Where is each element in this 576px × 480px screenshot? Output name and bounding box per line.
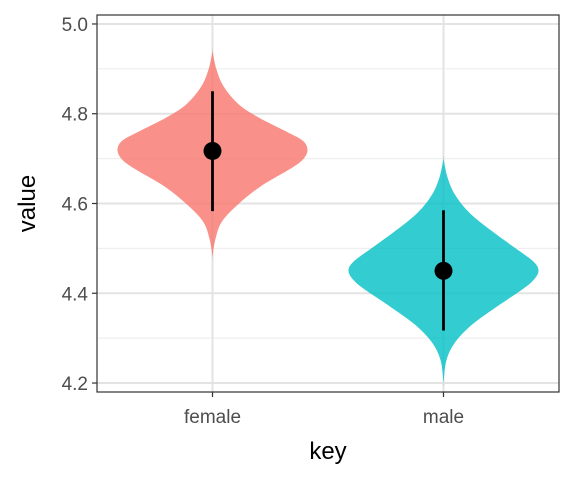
x-axis: female male xyxy=(184,392,464,428)
x-tick-label: male xyxy=(423,407,464,428)
y-tick-label: 5.0 xyxy=(62,15,88,36)
mean-points xyxy=(203,141,453,280)
y-tick-label: 4.6 xyxy=(62,195,88,216)
y-axis: 4.2 4.4 4.6 4.8 5.0 xyxy=(62,15,97,395)
y-axis-title: value xyxy=(14,175,41,232)
mean-point-male xyxy=(434,261,453,280)
mean-point-female xyxy=(203,141,222,160)
y-tick-label: 4.4 xyxy=(62,284,89,305)
y-tick-label: 4.8 xyxy=(62,105,88,126)
x-tick-label: female xyxy=(184,407,241,428)
x-axis-title: key xyxy=(309,438,346,465)
y-tick-label: 4.2 xyxy=(62,374,88,395)
